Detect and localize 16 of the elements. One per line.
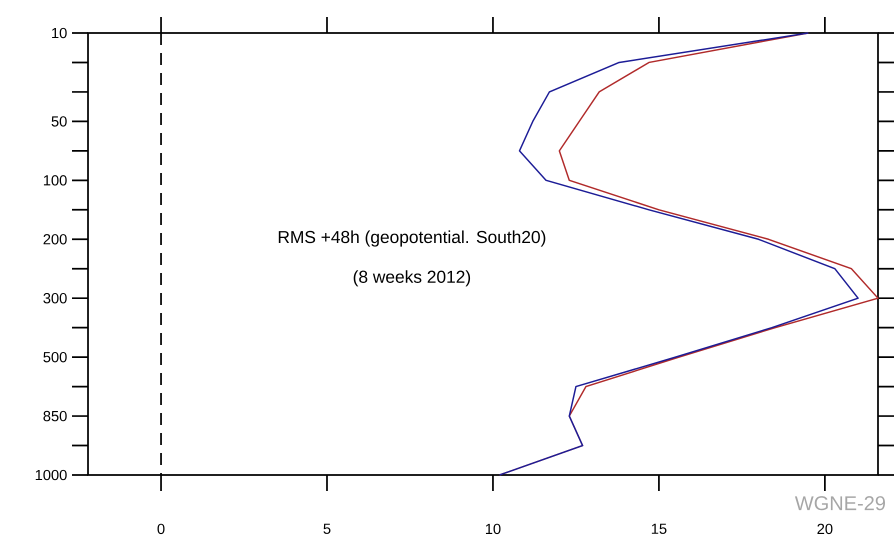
y-tick-label: 300: [43, 293, 67, 304]
x-tick-label: 15: [652, 524, 666, 534]
x-tick-label: 10: [486, 524, 501, 534]
y-tick-label: 1000: [36, 470, 67, 480]
text: WGNE-29: [794, 496, 885, 510]
y-tick-label: 50: [52, 116, 67, 127]
y-tick-label: 850: [43, 410, 67, 422]
x-tick-label: 0: [158, 524, 165, 534]
y-tick-label: 200: [44, 234, 67, 244]
x-tick-label: 20: [817, 524, 832, 534]
x-tick-label: 5: [324, 524, 330, 534]
y-tick-label: 100: [44, 175, 67, 186]
text: (8 weeks 2012): [354, 270, 470, 286]
y-tick-label: 500: [43, 352, 67, 362]
text: RMS +48h (geopotential. South20): [278, 230, 546, 247]
y-tick-label: 10: [52, 28, 67, 38]
